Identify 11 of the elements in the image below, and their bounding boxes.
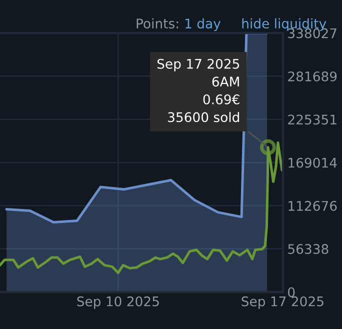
y-tick-label: 225351 (288, 114, 336, 125)
text: 1 day (186, 18, 221, 32)
x-tick-label: Sep 17 2025 (242, 296, 324, 309)
y-tick-label: 169014 (288, 158, 337, 168)
x-tick-label: Sep 10 2025 (77, 296, 159, 309)
y-tick-label: 0 (288, 287, 295, 298)
y-tick-label: 281689 (288, 71, 337, 82)
text: Points: (136, 18, 178, 29)
y-tick-label: 112676 (288, 200, 337, 211)
y-tick-label: 56338 (288, 244, 328, 254)
annotation: Sep 17 2025 6AM 0.69€ 35600 sold (157, 58, 240, 122)
